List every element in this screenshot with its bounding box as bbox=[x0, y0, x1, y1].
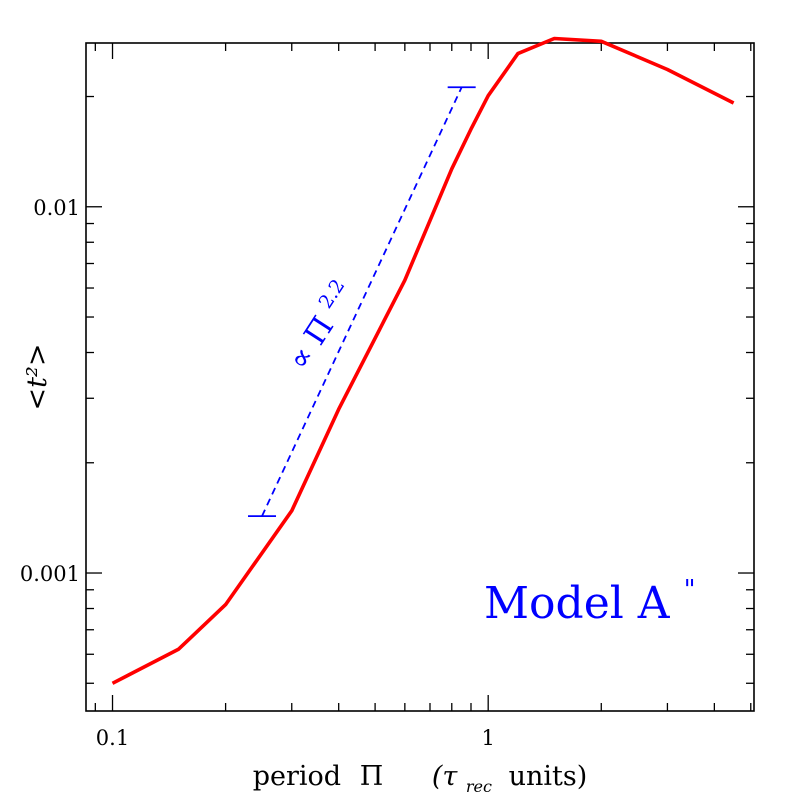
tick-labels: 0.1 1 0.001 0.01 bbox=[20, 196, 495, 750]
x-axis-label-subscript: rec bbox=[466, 777, 492, 796]
x-axis-label-tau: (τ bbox=[432, 761, 459, 792]
model-annotation: Model A " bbox=[484, 575, 696, 629]
x-tick-label: 0.1 bbox=[96, 726, 129, 750]
y-tick-label: 0.01 bbox=[33, 196, 80, 220]
slope-annotation-exponent: 2.2 bbox=[315, 275, 350, 312]
series-group bbox=[111, 36, 735, 685]
x-axis-label-symbol: Π bbox=[360, 761, 384, 792]
slope-annotation-label: ∝ Π bbox=[281, 310, 341, 376]
x-axis-label: period Π (τ rec units) bbox=[253, 761, 587, 797]
series-line bbox=[111, 36, 735, 685]
minor-ticks bbox=[86, 43, 754, 711]
major-ticks bbox=[86, 43, 754, 711]
y-tick-label: 0.001 bbox=[20, 562, 80, 586]
x-axis-label-units: units) bbox=[509, 761, 588, 792]
plot-frame bbox=[85, 42, 755, 712]
x-axis-label-word: period bbox=[253, 761, 341, 792]
reference-line bbox=[261, 86, 463, 517]
reference-line-group bbox=[248, 86, 476, 518]
x-tick-label: 1 bbox=[481, 726, 494, 750]
y-axis-label: <t²> bbox=[22, 344, 53, 411]
model-annotation-superscript: " bbox=[684, 575, 696, 605]
model-annotation-text: Model A bbox=[484, 578, 671, 629]
